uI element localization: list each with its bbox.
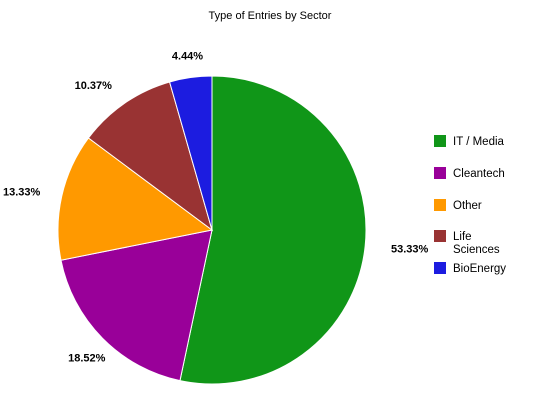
pie-slice-bioenergy — [168, 75, 213, 231]
legend-label: Other — [453, 200, 482, 212]
legend-swatch — [434, 167, 446, 179]
legend: IT / Media Cleantech Other Life Sciences BioE… — [434, 135, 506, 275]
legend-swatch — [434, 230, 446, 242]
pie-slice-other — [57, 137, 214, 261]
slice-value-label: 10.37% — [75, 80, 113, 92]
slice-value-label: 53.33% — [391, 243, 429, 255]
pie-slice-cleantech — [60, 229, 213, 382]
pie-slices — [57, 75, 367, 385]
chart-title: Type of Entries by Sector — [209, 10, 332, 22]
slice-value-label: 13.33% — [3, 186, 41, 198]
legend-label: IT / Media — [453, 136, 505, 148]
legend-swatch — [434, 135, 446, 147]
pie-slice-it-media — [179, 75, 367, 385]
legend-label: BioEnergy — [453, 263, 506, 275]
slice-value-label: 18.52% — [68, 353, 106, 365]
pie-slice-life-sciences — [87, 81, 213, 232]
legend-swatch — [434, 262, 446, 274]
slice-value-label: 4.44% — [172, 51, 203, 63]
slice-value-labels: 53.33% 18.52% 13.33% 10.37% 4.44% — [3, 51, 429, 365]
legend-swatch — [434, 199, 446, 211]
legend-label: Life Sciences — [453, 231, 500, 256]
legend-label: Cleantech — [453, 168, 505, 180]
